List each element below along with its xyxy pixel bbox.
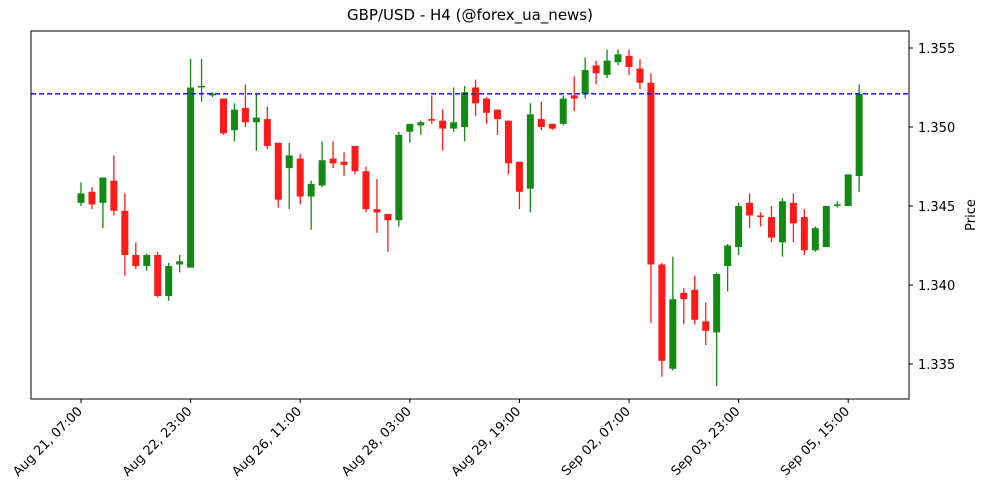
candle-bearish bbox=[493, 109, 501, 135]
candle-bearish bbox=[767, 206, 775, 243]
candle-bullish bbox=[713, 272, 721, 387]
candle-bearish bbox=[132, 242, 140, 270]
candle-bearish bbox=[340, 152, 348, 176]
candle-bullish bbox=[855, 84, 863, 192]
candle-bullish bbox=[603, 49, 611, 79]
candle-bearish bbox=[219, 98, 227, 135]
candle-bullish bbox=[844, 174, 852, 206]
candle-bearish bbox=[274, 142, 282, 208]
candle-bearish bbox=[746, 193, 754, 229]
candle-bullish bbox=[198, 59, 206, 102]
candle-bullish bbox=[559, 95, 567, 126]
candle-bullish bbox=[99, 177, 107, 229]
candle-bearish bbox=[702, 302, 710, 346]
candle-bullish bbox=[614, 49, 622, 66]
candle-bullish bbox=[307, 180, 315, 230]
x-tick-label: Sep 05, 15:00 bbox=[778, 404, 853, 479]
candle-bullish bbox=[395, 131, 403, 227]
candle-bullish bbox=[822, 206, 830, 248]
candle-bearish bbox=[296, 153, 304, 205]
y-tick-label: 1.345 bbox=[918, 200, 955, 215]
candle-bearish bbox=[800, 209, 808, 255]
x-tick-label: Aug 21, 07:00 bbox=[10, 404, 86, 480]
candle-bearish bbox=[625, 49, 633, 75]
candle-bullish bbox=[461, 85, 469, 142]
candle-bullish bbox=[252, 93, 260, 151]
candle-bullish bbox=[735, 202, 743, 255]
candle-bullish bbox=[778, 198, 786, 257]
candle-bearish bbox=[691, 275, 699, 325]
candle-bearish bbox=[384, 213, 392, 252]
candle-bullish bbox=[811, 226, 819, 252]
candle-bearish bbox=[592, 60, 600, 85]
x-tick-label: Aug 28, 03:00 bbox=[339, 404, 415, 480]
candle-bullish bbox=[176, 254, 184, 273]
candle-bearish bbox=[483, 96, 491, 124]
candle-bullish bbox=[143, 253, 151, 271]
x-axis: Aug 21, 07:00 Aug 22, 23:00 Aug 26, 11:00 A… bbox=[10, 399, 853, 480]
x-tick-label: Sep 03, 23:00 bbox=[669, 404, 744, 479]
candle-bullish bbox=[285, 142, 293, 210]
candle-bullish bbox=[77, 182, 85, 206]
candle-bullish bbox=[187, 59, 195, 268]
candle-bearish bbox=[537, 101, 545, 131]
y-axis-label: Price bbox=[964, 199, 979, 231]
candle-bullish bbox=[724, 243, 732, 292]
candle-bearish bbox=[362, 166, 370, 213]
candle-bearish bbox=[680, 288, 688, 325]
candle-bullish bbox=[318, 141, 326, 188]
x-tick-label: Aug 29, 19:00 bbox=[449, 404, 525, 480]
x-tick-label: Aug 26, 11:00 bbox=[230, 404, 306, 480]
y-tick-label: 1.350 bbox=[918, 121, 955, 136]
candle-bearish bbox=[121, 193, 129, 276]
candle-bearish bbox=[757, 212, 765, 227]
candle-bullish bbox=[581, 57, 589, 99]
candle-bearish bbox=[658, 262, 666, 377]
candle-bearish bbox=[439, 109, 447, 151]
candle-bullish bbox=[833, 201, 841, 208]
candle-bearish bbox=[789, 193, 797, 243]
candle-bullish bbox=[417, 120, 425, 135]
candle-bearish bbox=[263, 106, 271, 150]
candle-bullish bbox=[450, 87, 458, 132]
candle-bullish bbox=[526, 103, 534, 213]
plot-area-frame bbox=[30, 30, 910, 400]
y-tick-label: 1.335 bbox=[918, 358, 955, 373]
candle-bullish bbox=[165, 262, 173, 301]
y-tick-label: 1.355 bbox=[918, 42, 955, 57]
x-tick-label: Aug 22, 23:00 bbox=[120, 404, 196, 480]
candle-bearish bbox=[428, 95, 436, 124]
candle-bearish bbox=[88, 187, 96, 210]
candle-bearish bbox=[647, 73, 655, 323]
candle-bullish bbox=[669, 256, 677, 371]
candle-bearish bbox=[504, 120, 512, 175]
y-axis: 1.335 1.340 1.345 1.350 1.355 bbox=[909, 42, 955, 373]
candle-bearish bbox=[241, 84, 249, 127]
candle-bearish bbox=[570, 76, 578, 112]
x-tick-label: Sep 02, 07:00 bbox=[559, 404, 634, 479]
candle-bearish bbox=[110, 155, 118, 216]
candle-bearish bbox=[636, 59, 644, 90]
candle-bearish bbox=[154, 251, 162, 298]
candle-bearish bbox=[548, 123, 556, 131]
candle-bearish bbox=[329, 141, 337, 169]
candles-layer bbox=[77, 49, 863, 387]
candle-bearish bbox=[351, 145, 359, 175]
candle-bullish bbox=[406, 123, 414, 143]
chart-title: GBP/USD - H4 (@forex_ua_news) bbox=[347, 6, 593, 24]
candle-bearish bbox=[373, 179, 381, 233]
candle-bullish bbox=[209, 92, 217, 97]
candle-bearish bbox=[472, 79, 480, 116]
candle-bearish bbox=[515, 161, 523, 210]
candle-bullish bbox=[230, 103, 238, 142]
y-tick-label: 1.340 bbox=[918, 279, 955, 294]
